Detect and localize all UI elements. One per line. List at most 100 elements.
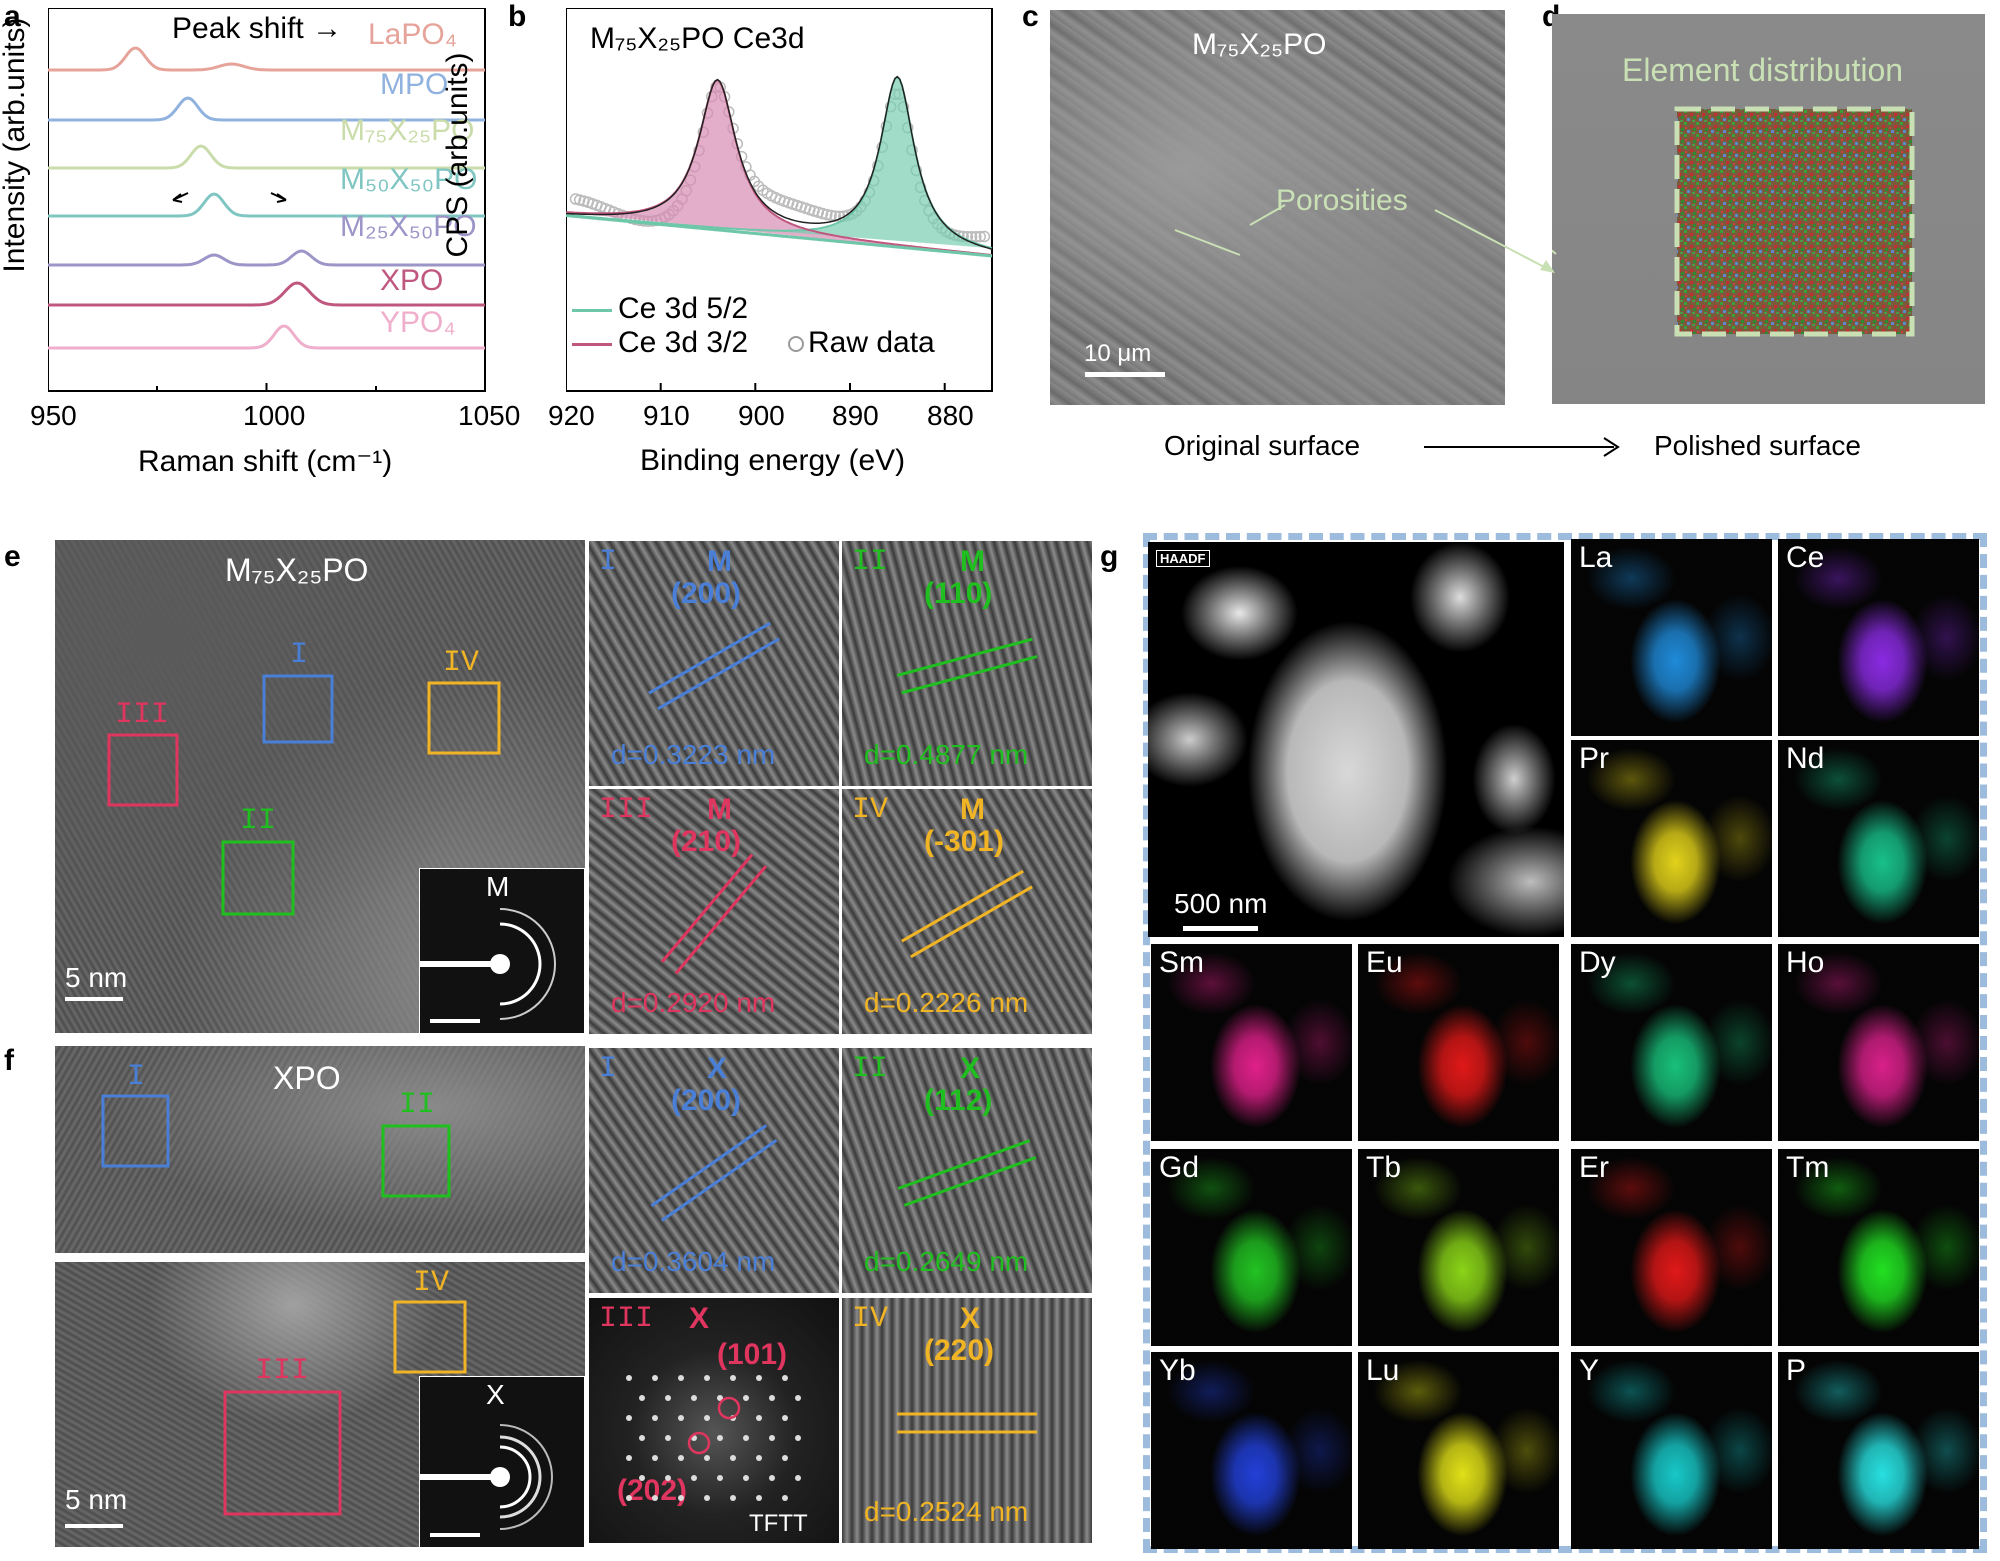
panel-a-series-line (48, 46, 485, 72)
inset-d-spacing-label: d=0.2920 nm (611, 987, 776, 1018)
panel-b-legend-swatch (572, 308, 612, 312)
eds-map-label: Er (1579, 1151, 1609, 1184)
e-inset-III: III M (210) d=0.2920 nm (589, 789, 839, 1034)
f-inset-III: III X (101) (202) TFTT (589, 1298, 839, 1543)
inset-phase-label: X (960, 1302, 981, 1335)
panel-a-series-label: M₂₅X₅₀PO (340, 210, 477, 243)
eds-map-Tb: Tb (1358, 1149, 1559, 1346)
inset-lattice-marks (648, 621, 780, 711)
inset-d-spacing-label: d=0.4877 nm (864, 739, 1029, 770)
eds-map-label: Tb (1366, 1151, 1402, 1184)
panel-c-title: M₇₅X₂₅PO (1192, 28, 1327, 61)
panel-b-raw-point (569, 193, 582, 205)
panel-g-scalebar-label: 500 nm (1174, 888, 1268, 919)
panel-d-polished-image (1552, 14, 1985, 404)
eds-map-Ce: Ce (1778, 539, 1979, 736)
inset-lattice-marks (901, 869, 1033, 959)
panel-f-scalebar-label: 5 nm (65, 1484, 128, 1515)
eds-map-label: Tm (1786, 1151, 1830, 1184)
panel-a-annotation: Peak shift → (172, 12, 343, 45)
inset-lattice-marks (660, 853, 768, 975)
e-inset-IV: IV M (-301) d=0.2226 nm (842, 789, 1092, 1034)
panel-a-ylabel: Intensity (arb.units) (0, 17, 31, 273)
eds-map-Er: Er (1571, 1149, 1772, 1346)
eds-map-label: Gd (1159, 1151, 1200, 1184)
panel-b-background-line (566, 214, 993, 258)
panel-b-raw-point (821, 208, 833, 221)
panel-c-porosities-label: Porosities (1276, 184, 1408, 217)
inset-plane-label: (220) (924, 1334, 995, 1367)
panel-b-tick-920: 920 (548, 400, 595, 431)
inset-lattice-marks (650, 1124, 778, 1222)
panel-b-legend-item: Raw data (788, 326, 935, 360)
inset-roman-label: II (852, 545, 889, 579)
panel-label-c: c (1022, 0, 1039, 33)
f-inset-IV: IV X (220) d=0.2524 nm (842, 1298, 1092, 1543)
panel-f-box-III-label: III (255, 1354, 310, 1388)
panel-a-series-line (48, 192, 485, 218)
panel-a-tick-1000: 1000 (243, 400, 306, 431)
e-inset-I: I M (200) d=0.3223 nm (589, 541, 839, 786)
panel-a-series-line (48, 281, 485, 307)
inset-plane-label: (112) (924, 1084, 993, 1117)
inset-d-spacing-label: d=0.2649 nm (864, 1246, 1029, 1277)
eds-map-Ho: Ho (1778, 944, 1979, 1141)
eds-map-label: Ce (1786, 541, 1825, 574)
panel-b-raw-point (970, 231, 982, 243)
panel-a-series-line (48, 96, 485, 122)
eds-map-label: Ho (1786, 946, 1825, 979)
panel-b-raw-point (816, 207, 829, 220)
panel-b-ce32-line (566, 78, 993, 256)
panel-b-envelope-line (566, 75, 993, 250)
panel-e-saed-label: M (486, 871, 510, 902)
inset-roman-label: III (599, 1302, 654, 1336)
panel-c-sem-image (1050, 10, 1505, 405)
inset-lattice-marks (626, 1375, 801, 1501)
f-inset-I: I X (200) d=0.3604 nm (589, 1048, 839, 1293)
inset-d-spacing-label: d=0.2226 nm (864, 987, 1029, 1018)
panel-label-g: g (1100, 540, 1119, 573)
panel-a-series-line (48, 324, 485, 350)
caption-arrow (1424, 437, 1620, 457)
panel-b-legend-item: Ce 3d 5/2 (572, 292, 748, 326)
panel-c-scalebar-label: 10 μm (1084, 340, 1152, 367)
panel-b-ce32-fill (566, 79, 992, 257)
eds-map-P: P (1778, 1352, 1979, 1549)
eds-map-label: Yb (1159, 1354, 1196, 1387)
inset-roman-label: IV (852, 793, 889, 827)
panel-label-f: f (4, 1044, 14, 1077)
inset-lattice-marks (897, 1139, 1037, 1207)
caption-polished-surface: Polished surface (1654, 430, 1862, 461)
inset-plane-label: (210) (671, 825, 742, 858)
panel-b-legend-swatch (788, 336, 804, 353)
inset-roman-label: II (852, 1052, 889, 1086)
panel-g-dashed-frame (1143, 533, 1987, 1553)
panel-b-chart (566, 8, 993, 392)
panel-a-tick-950: 950 (30, 400, 77, 431)
panel-b-xlabel: Binding energy (eV) (640, 444, 906, 477)
inset-phase-label: X (707, 1052, 728, 1085)
panel-d-annotation: Element distribution (1622, 52, 1904, 88)
eds-map-label: P (1786, 1354, 1807, 1387)
panel-label-b: b (508, 0, 527, 33)
inset-d-spacing-label: d=0.3604 nm (611, 1246, 776, 1277)
panel-a-series-label: MPO (380, 68, 449, 101)
eds-map-label: Dy (1579, 946, 1616, 979)
panel-g-haadf-image: HAADF 500 nm (1148, 542, 1564, 937)
eds-map-label: Eu (1366, 946, 1403, 979)
panel-b-raw-point (573, 194, 586, 206)
inset-phase-label: M (707, 793, 732, 826)
inset-plane-label: (202) (617, 1474, 688, 1507)
panel-a-series-label: LaPO₄ (368, 18, 457, 51)
caption-original-surface: Original surface (1164, 430, 1361, 461)
panel-f-box-IV-label: IV (413, 1266, 450, 1300)
inset-lattice-marks (896, 637, 1038, 695)
panel-a-series-label: M₅₀X₅₀PO (340, 163, 478, 196)
panel-label-a: a (4, 0, 21, 33)
eds-map-Sm: Sm (1151, 944, 1352, 1141)
panel-e-box-II-label: II (240, 804, 277, 838)
panel-g-scalebar (1183, 926, 1258, 931)
panel-b-tick-900: 900 (738, 400, 785, 431)
panel-e-hrtem-image: I II III IV M₇₅X₂₅PO 5 nm M (55, 540, 585, 1033)
inset-phase-label: M (707, 545, 732, 578)
